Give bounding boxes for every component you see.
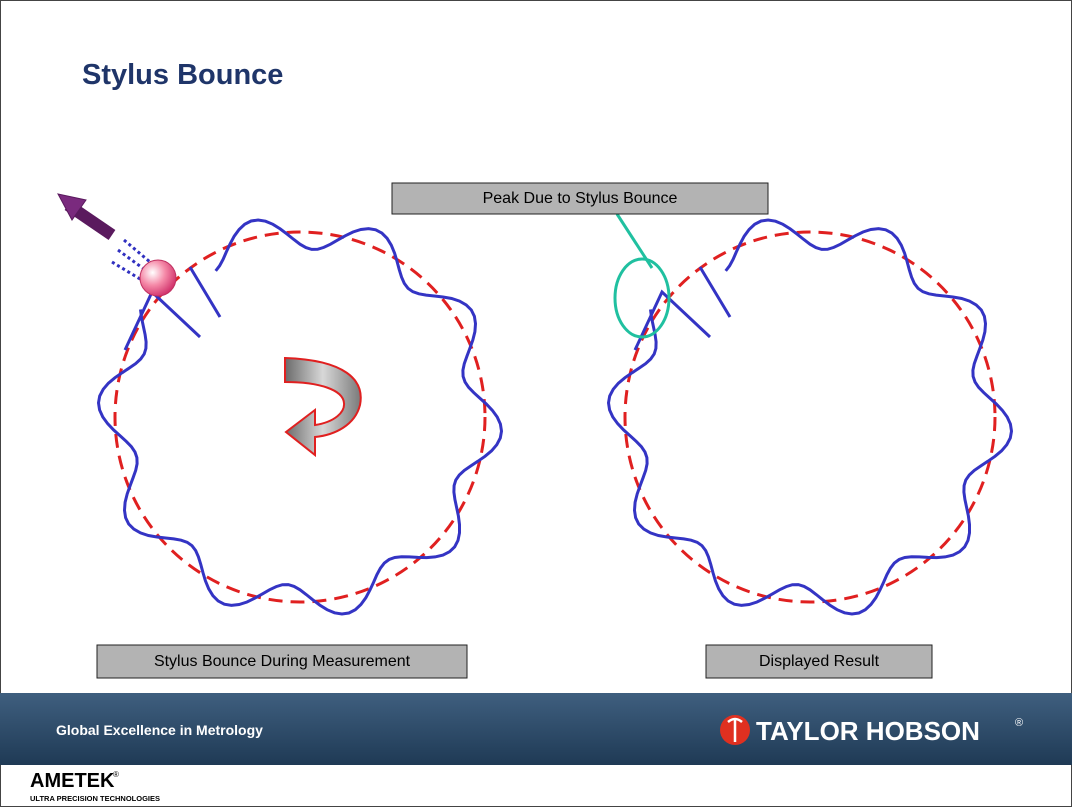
displayed-profile xyxy=(606,218,1014,616)
measured-profile xyxy=(96,218,504,616)
callout-text: Peak Due to Stylus Bounce xyxy=(483,190,678,207)
stylus-ball xyxy=(139,259,177,297)
lift-arrow-head xyxy=(57,193,87,221)
caption-box xyxy=(96,644,468,679)
brand: TAYLOR HOBSON xyxy=(756,716,980,746)
callout-box xyxy=(391,182,769,215)
rotation-arrow xyxy=(284,356,362,458)
footer-band xyxy=(0,693,1072,765)
callout-ellipse xyxy=(613,257,671,339)
brand-icon-glyph xyxy=(727,717,743,742)
reference-circle xyxy=(623,230,997,604)
corporate-mark: ® xyxy=(113,770,119,779)
profile xyxy=(606,218,1014,616)
brand-mark: ® xyxy=(1015,717,1023,729)
corporate-division: ULTRA PRECISION TECHNOLOGIES xyxy=(30,794,160,803)
caption-box xyxy=(705,644,933,679)
tagline: Global Excellence in Metrology xyxy=(56,722,263,738)
caption: Displayed Result xyxy=(759,653,880,670)
corporate-name: AMETEK xyxy=(30,770,115,792)
title: Stylus Bounce xyxy=(82,59,283,91)
caption: Stylus Bounce During Measurement xyxy=(154,653,411,670)
reference-circle xyxy=(113,230,487,604)
bounce-peak xyxy=(633,266,732,351)
profile xyxy=(96,218,504,616)
